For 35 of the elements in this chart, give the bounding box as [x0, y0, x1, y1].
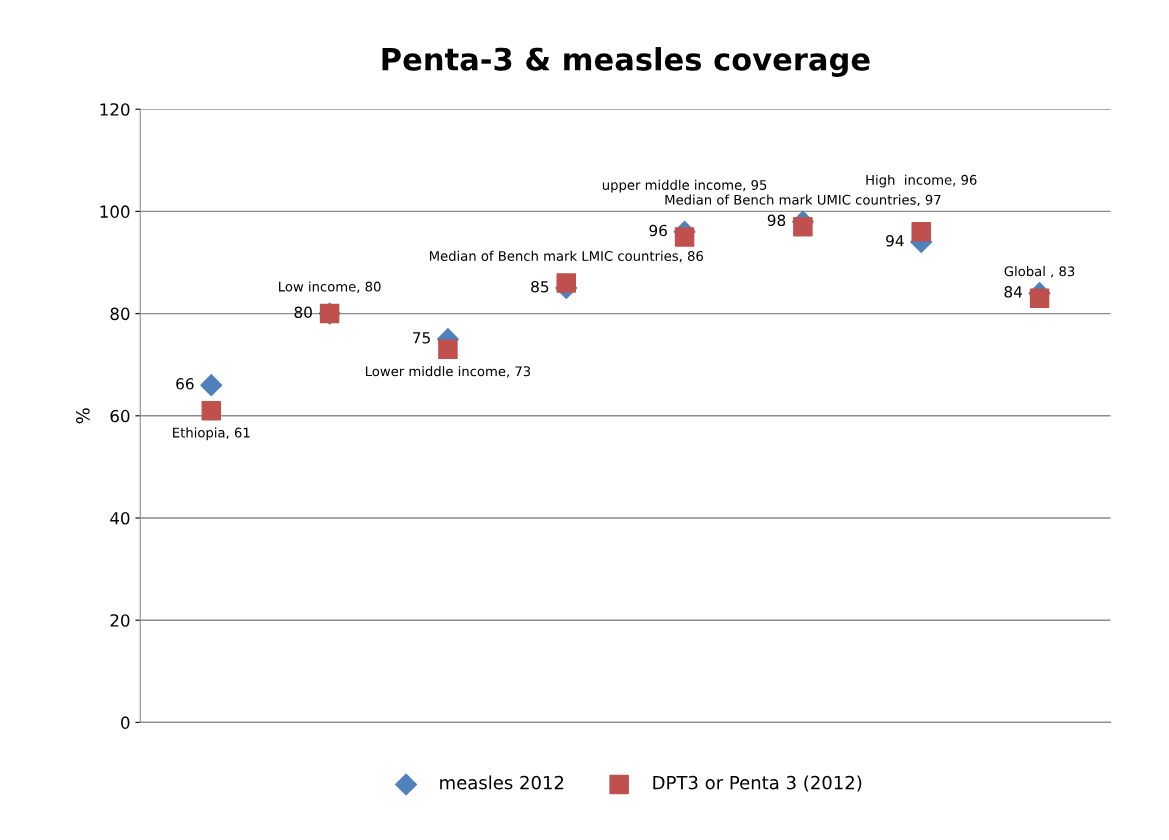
data-label: Median of Bench mark LMIC countries, 86 — [429, 250, 703, 263]
point — [793, 216, 813, 237]
data-label: 96 — [649, 224, 667, 237]
y-axis-title: % — [76, 408, 90, 424]
data-label: 66 — [176, 378, 194, 390]
point — [201, 400, 222, 421]
y-tick-label: 20 — [110, 614, 130, 627]
legend-label: DPT3 or Penta 3 (2012) — [653, 775, 862, 792]
chart-title: Penta-3 & measles coverage — [382, 47, 870, 77]
data-label: 75 — [413, 332, 430, 344]
legend-label: measles 2012 — [440, 775, 564, 790]
data-label: Median of Bench mark UMIC countries, 97 — [665, 194, 941, 207]
data-label: 85 — [531, 280, 549, 293]
y-tick-label: 80 — [110, 307, 130, 321]
point — [911, 222, 931, 242]
data-label: Ethiopia, 61 — [173, 427, 250, 441]
point — [674, 227, 695, 247]
point — [438, 339, 458, 360]
data-label: upper middle income, 95 — [602, 179, 767, 193]
y-tick-label: 0 — [121, 716, 130, 729]
point — [200, 374, 223, 397]
data-label: 80 — [294, 306, 312, 319]
data-label: Global , 83 — [1004, 266, 1075, 278]
data-label: Low income, 80 — [279, 281, 381, 293]
data-label: Lower middle income, 73 — [365, 366, 531, 378]
data-label: 84 — [1004, 286, 1023, 298]
data-label: High income, 96 — [866, 174, 977, 188]
y-tick-label: 60 — [110, 409, 130, 423]
y-tick-label: 120 — [100, 103, 130, 116]
y-tick-label: 100 — [100, 205, 130, 218]
y-tick-label: 40 — [110, 511, 130, 525]
data-label: 94 — [886, 234, 904, 247]
point — [1029, 288, 1050, 309]
data-label: 98 — [767, 214, 786, 227]
point — [556, 273, 577, 293]
